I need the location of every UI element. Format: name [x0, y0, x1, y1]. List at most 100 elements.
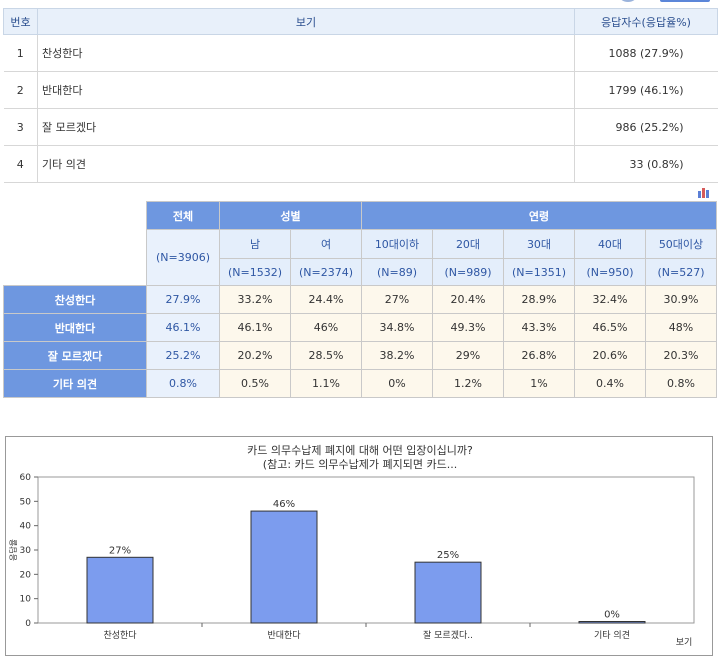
y-axis-label: 응답율	[8, 539, 18, 561]
n-female: (N=2374)	[290, 258, 362, 286]
cell: 0.8%	[645, 369, 717, 398]
table-row: 1 찬성한다 1088 (27.9%)	[3, 34, 718, 72]
cell: 33.2%	[219, 285, 291, 314]
subheader-female: 여	[290, 229, 362, 259]
x-axis-label: 보기	[676, 637, 693, 648]
data-label: 46%	[273, 499, 295, 510]
cell: 46.1%	[219, 313, 291, 342]
data-label: 25%	[437, 550, 459, 561]
header-total: 전체	[146, 201, 220, 230]
header-gender: 성별	[219, 201, 362, 230]
x-category-label: 기타 의견	[594, 629, 630, 641]
table-row: 2 반대한다 1799 (46.1%)	[3, 71, 718, 109]
cell: 49.3%	[432, 313, 504, 342]
demographic-cross-table: 전체 성별 연령 (N=3906) 남 여 10대이하 20대 30대 40대 …	[3, 201, 717, 398]
x-category-label: 잘 모르겠다..	[423, 629, 473, 641]
y-tick-label: 20	[20, 570, 32, 580]
n-age-20: (N=989)	[432, 258, 504, 286]
row-label: 반대한다	[3, 313, 147, 342]
row-label: 잘 모르겠다	[3, 341, 147, 370]
row-responses: 33 (0.8%)	[574, 145, 718, 183]
y-tick-label: 30	[20, 546, 32, 556]
subheader-age-50: 50대이상	[645, 229, 717, 259]
corner-blank	[3, 201, 147, 286]
cell: 28.9%	[503, 285, 575, 314]
cell: 34.8%	[361, 313, 433, 342]
survey-header-row: 번호 보기 응답자수(응답율%)	[3, 8, 718, 35]
y-tick-label: 60	[20, 473, 32, 483]
cell: 38.2%	[361, 341, 433, 370]
cell: 20.2%	[219, 341, 291, 370]
n-age-10: (N=89)	[361, 258, 433, 286]
data-label: 0%	[604, 610, 620, 621]
n-age-50: (N=527)	[645, 258, 717, 286]
x-category-label: 반대한다	[267, 630, 301, 641]
cell: 46.5%	[574, 313, 646, 342]
table-row: 기타 의견 0.8% 0.5% 1.1% 0% 1.2% 1% 0.4% 0.8…	[3, 369, 717, 398]
row-total: 46.1%	[146, 313, 220, 342]
bar-chart-panel: 카드 의무수납제 폐지에 대해 어떤 입장이십니까? (참고: 카드 의무수납제…	[5, 436, 713, 656]
row-responses: 1799 (46.1%)	[574, 71, 718, 109]
y-tick-label: 10	[20, 595, 32, 605]
cell: 46%	[290, 313, 362, 342]
bar	[250, 510, 318, 624]
table-row: 찬성한다 27.9% 33.2% 24.4% 27% 20.4% 28.9% 3…	[3, 285, 717, 314]
header-responses: 응답자수(응답율%)	[574, 8, 718, 35]
chart-title: 카드 의무수납제 폐지에 대해 어떤 입장이십니까?	[247, 444, 473, 457]
row-number: 2	[3, 71, 38, 109]
n-male: (N=1532)	[219, 258, 291, 286]
table-row: 반대한다 46.1% 46.1% 46% 34.8% 49.3% 43.3% 4…	[3, 313, 717, 342]
cell: 27%	[361, 285, 433, 314]
cell: 28.5%	[290, 341, 362, 370]
y-tick-label: 40	[20, 522, 32, 532]
cell: 48%	[645, 313, 717, 342]
cell: 1%	[503, 369, 575, 398]
row-number: 1	[3, 34, 38, 72]
row-total: 25.2%	[146, 341, 220, 370]
speech-bubble-icon	[621, 0, 635, 2]
subheader-age-40: 40대	[574, 229, 646, 259]
row-option: 찬성한다	[37, 34, 575, 72]
row-total: 0.8%	[146, 369, 220, 398]
row-label: 찬성한다	[3, 285, 147, 314]
table-row: 4 기타 의견 33 (0.8%)	[3, 145, 718, 183]
row-option: 잘 모르겠다	[37, 108, 575, 146]
data-label: 27%	[109, 545, 131, 556]
header-number: 번호	[3, 8, 38, 35]
cell: 1.2%	[432, 369, 504, 398]
cell: 0.5%	[219, 369, 291, 398]
top-toolbar	[612, 0, 712, 7]
row-responses: 1088 (27.9%)	[574, 34, 718, 72]
row-option: 반대한다	[37, 71, 575, 109]
bar-chart-icon[interactable]	[697, 186, 711, 198]
table-row: 잘 모르겠다 25.2% 20.2% 28.5% 38.2% 29% 26.8%…	[3, 341, 717, 370]
survey-options-table: 번호 보기 응답자수(응답율%) 1 찬성한다 1088 (27.9%) 2 반…	[3, 8, 718, 183]
total-n: (N=3906)	[146, 229, 220, 286]
row-number: 3	[3, 108, 38, 146]
cell: 1.1%	[290, 369, 362, 398]
top-action-button[interactable]	[660, 0, 710, 2]
row-total: 27.9%	[146, 285, 220, 314]
cell: 20.6%	[574, 341, 646, 370]
subheader-age-20: 20대	[432, 229, 504, 259]
cell: 32.4%	[574, 285, 646, 314]
y-tick-label: 50	[20, 497, 32, 507]
row-responses: 986 (25.2%)	[574, 108, 718, 146]
cell: 43.3%	[503, 313, 575, 342]
cell: 24.4%	[290, 285, 362, 314]
cell: 30.9%	[645, 285, 717, 314]
cell: 20.4%	[432, 285, 504, 314]
subheader-male: 남	[219, 229, 291, 259]
n-age-30: (N=1351)	[503, 258, 575, 286]
bar-chart: 0 10 20 30 40 50 60 응답율 27% 찬성한다 46% 반대한다 25% 잘 모르겠다.…	[8, 473, 695, 648]
subheader-age-10: 10대이하	[361, 229, 433, 259]
header-age: 연령	[361, 201, 717, 230]
cell: 29%	[432, 341, 504, 370]
subheader-age-30: 30대	[503, 229, 575, 259]
row-option: 기타 의견	[37, 145, 575, 183]
x-category-label: 찬성한다	[103, 630, 137, 641]
chart-subtitle: (참고: 카드 의무수납제가 폐지되면 카드...	[262, 458, 458, 471]
cell: 20.3%	[645, 341, 717, 370]
header-option: 보기	[37, 8, 575, 35]
n-age-40: (N=950)	[574, 258, 646, 286]
